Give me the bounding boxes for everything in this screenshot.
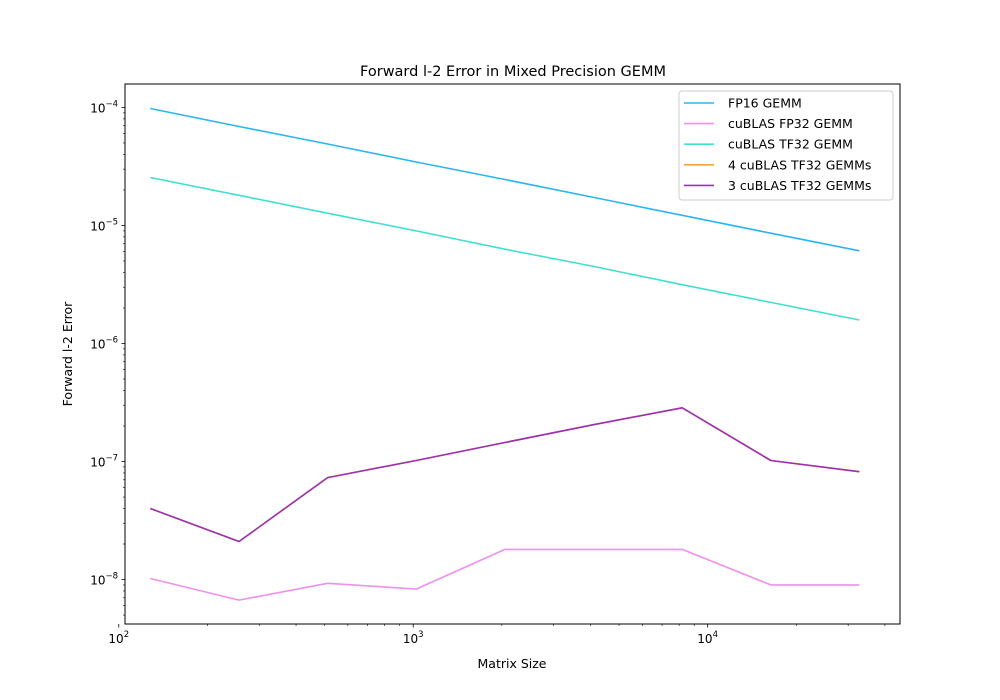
plot-frame: [124, 83, 901, 625]
legend-label: FP16 GEMM: [728, 96, 802, 111]
y-axis-label: Forward l-2 Error: [60, 301, 75, 406]
series-line-fp16-gemm: [150, 107, 860, 252]
legend-label: 4 cuBLAS TF32 GEMMs: [728, 157, 871, 172]
y-tick-label: 10−7: [90, 454, 118, 470]
series-line-4-cublas-tf32-gemms: [150, 406, 860, 543]
y-tick-label: 10−4: [90, 99, 118, 115]
x-axis-ticks: 102 103 104: [108, 624, 886, 646]
y-tick-label: 10−5: [90, 217, 118, 233]
chart-title: Forward l-2 Error in Mixed Precision GEM…: [360, 64, 666, 80]
series-layer: [150, 107, 860, 601]
legend-label: cuBLAS TF32 GEMM: [728, 137, 853, 152]
x-tick-label: 104: [697, 630, 718, 646]
x-tick-label: 102: [108, 630, 129, 646]
y-tick-label: 10−8: [90, 572, 118, 588]
x-axis-label: Matrix Size: [478, 656, 547, 671]
y-axis-ticks: 10−8 10−7 10−6 10−5 10−4: [90, 99, 125, 616]
legend: FP16 GEMM cuBLAS FP32 GEMM cuBLAS TF32 GEM…: [678, 90, 894, 201]
legend-box: [678, 90, 894, 201]
series-line-3-cublas-tf32-gemms: [150, 406, 860, 543]
series-line-cublas-fp32-gemm: [150, 548, 860, 601]
series-line-cublas-tf32-gemm: [150, 176, 860, 321]
x-tick-label: 103: [403, 630, 424, 646]
y-tick-label: 10−6: [90, 335, 118, 351]
legend-label: cuBLAS FP32 GEMM: [728, 116, 853, 131]
legend-label: 3 cuBLAS TF32 GEMMs: [728, 178, 871, 193]
